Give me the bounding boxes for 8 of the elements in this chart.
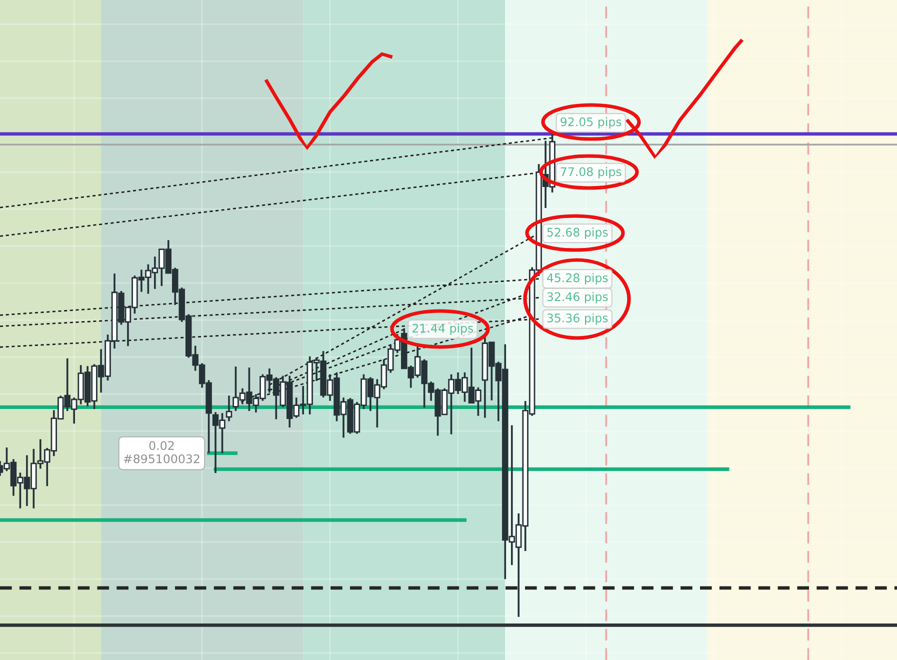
series-label: 52.68 pips [547,228,608,239]
series-label: 32.46 pips [547,292,608,304]
series-label: 45.28 pips [546,273,608,285]
series-label: 77.08 pips [560,167,622,178]
series-label: 0.02 #895100032 [124,441,200,464]
series-label: 35.36 pips [547,313,608,325]
series-label: 21.44 pips [412,323,474,335]
series-label: 92.05 pips [560,117,622,129]
